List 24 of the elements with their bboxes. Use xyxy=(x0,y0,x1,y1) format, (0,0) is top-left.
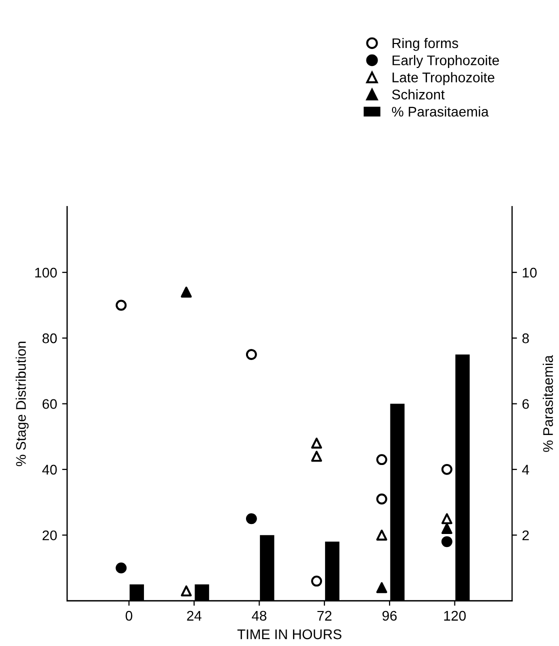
y2-tick-label: 2 xyxy=(522,530,529,540)
legend-label: Late Trophozoite xyxy=(392,72,494,86)
y2-tick-label: 10 xyxy=(522,268,537,278)
x-tick-label: 72 xyxy=(317,610,332,621)
x-axis-title: TIME IN HOURS xyxy=(237,629,342,640)
y2-tick-label: 8 xyxy=(522,333,529,344)
legend-label: Schizont xyxy=(392,89,445,100)
x-tick-label: 48 xyxy=(252,610,266,621)
y-axis-title: % Stage Distribution xyxy=(16,342,29,466)
x-tick-label: 120 xyxy=(444,610,466,621)
y-tick-label: 40 xyxy=(42,464,57,475)
y-tick-label: 80 xyxy=(42,333,57,344)
y-tick-label: 60 xyxy=(42,399,57,409)
y2-axis-title: % Parasitaemia xyxy=(542,355,553,452)
y-tick-label: 20 xyxy=(42,530,57,540)
y-tick-label: 100 xyxy=(35,268,57,278)
x-tick-label: 0 xyxy=(126,610,132,621)
x-tick-label: 96 xyxy=(382,610,397,621)
x-tick-label: 24 xyxy=(187,610,202,621)
y2-tick-label: 4 xyxy=(522,464,530,474)
legend-label: Ring forms xyxy=(392,38,458,51)
legend-label: % Parasitaemia xyxy=(392,106,489,117)
legend-label: Early Trophozoite xyxy=(392,55,499,68)
y2-tick-label: 6 xyxy=(522,399,529,409)
